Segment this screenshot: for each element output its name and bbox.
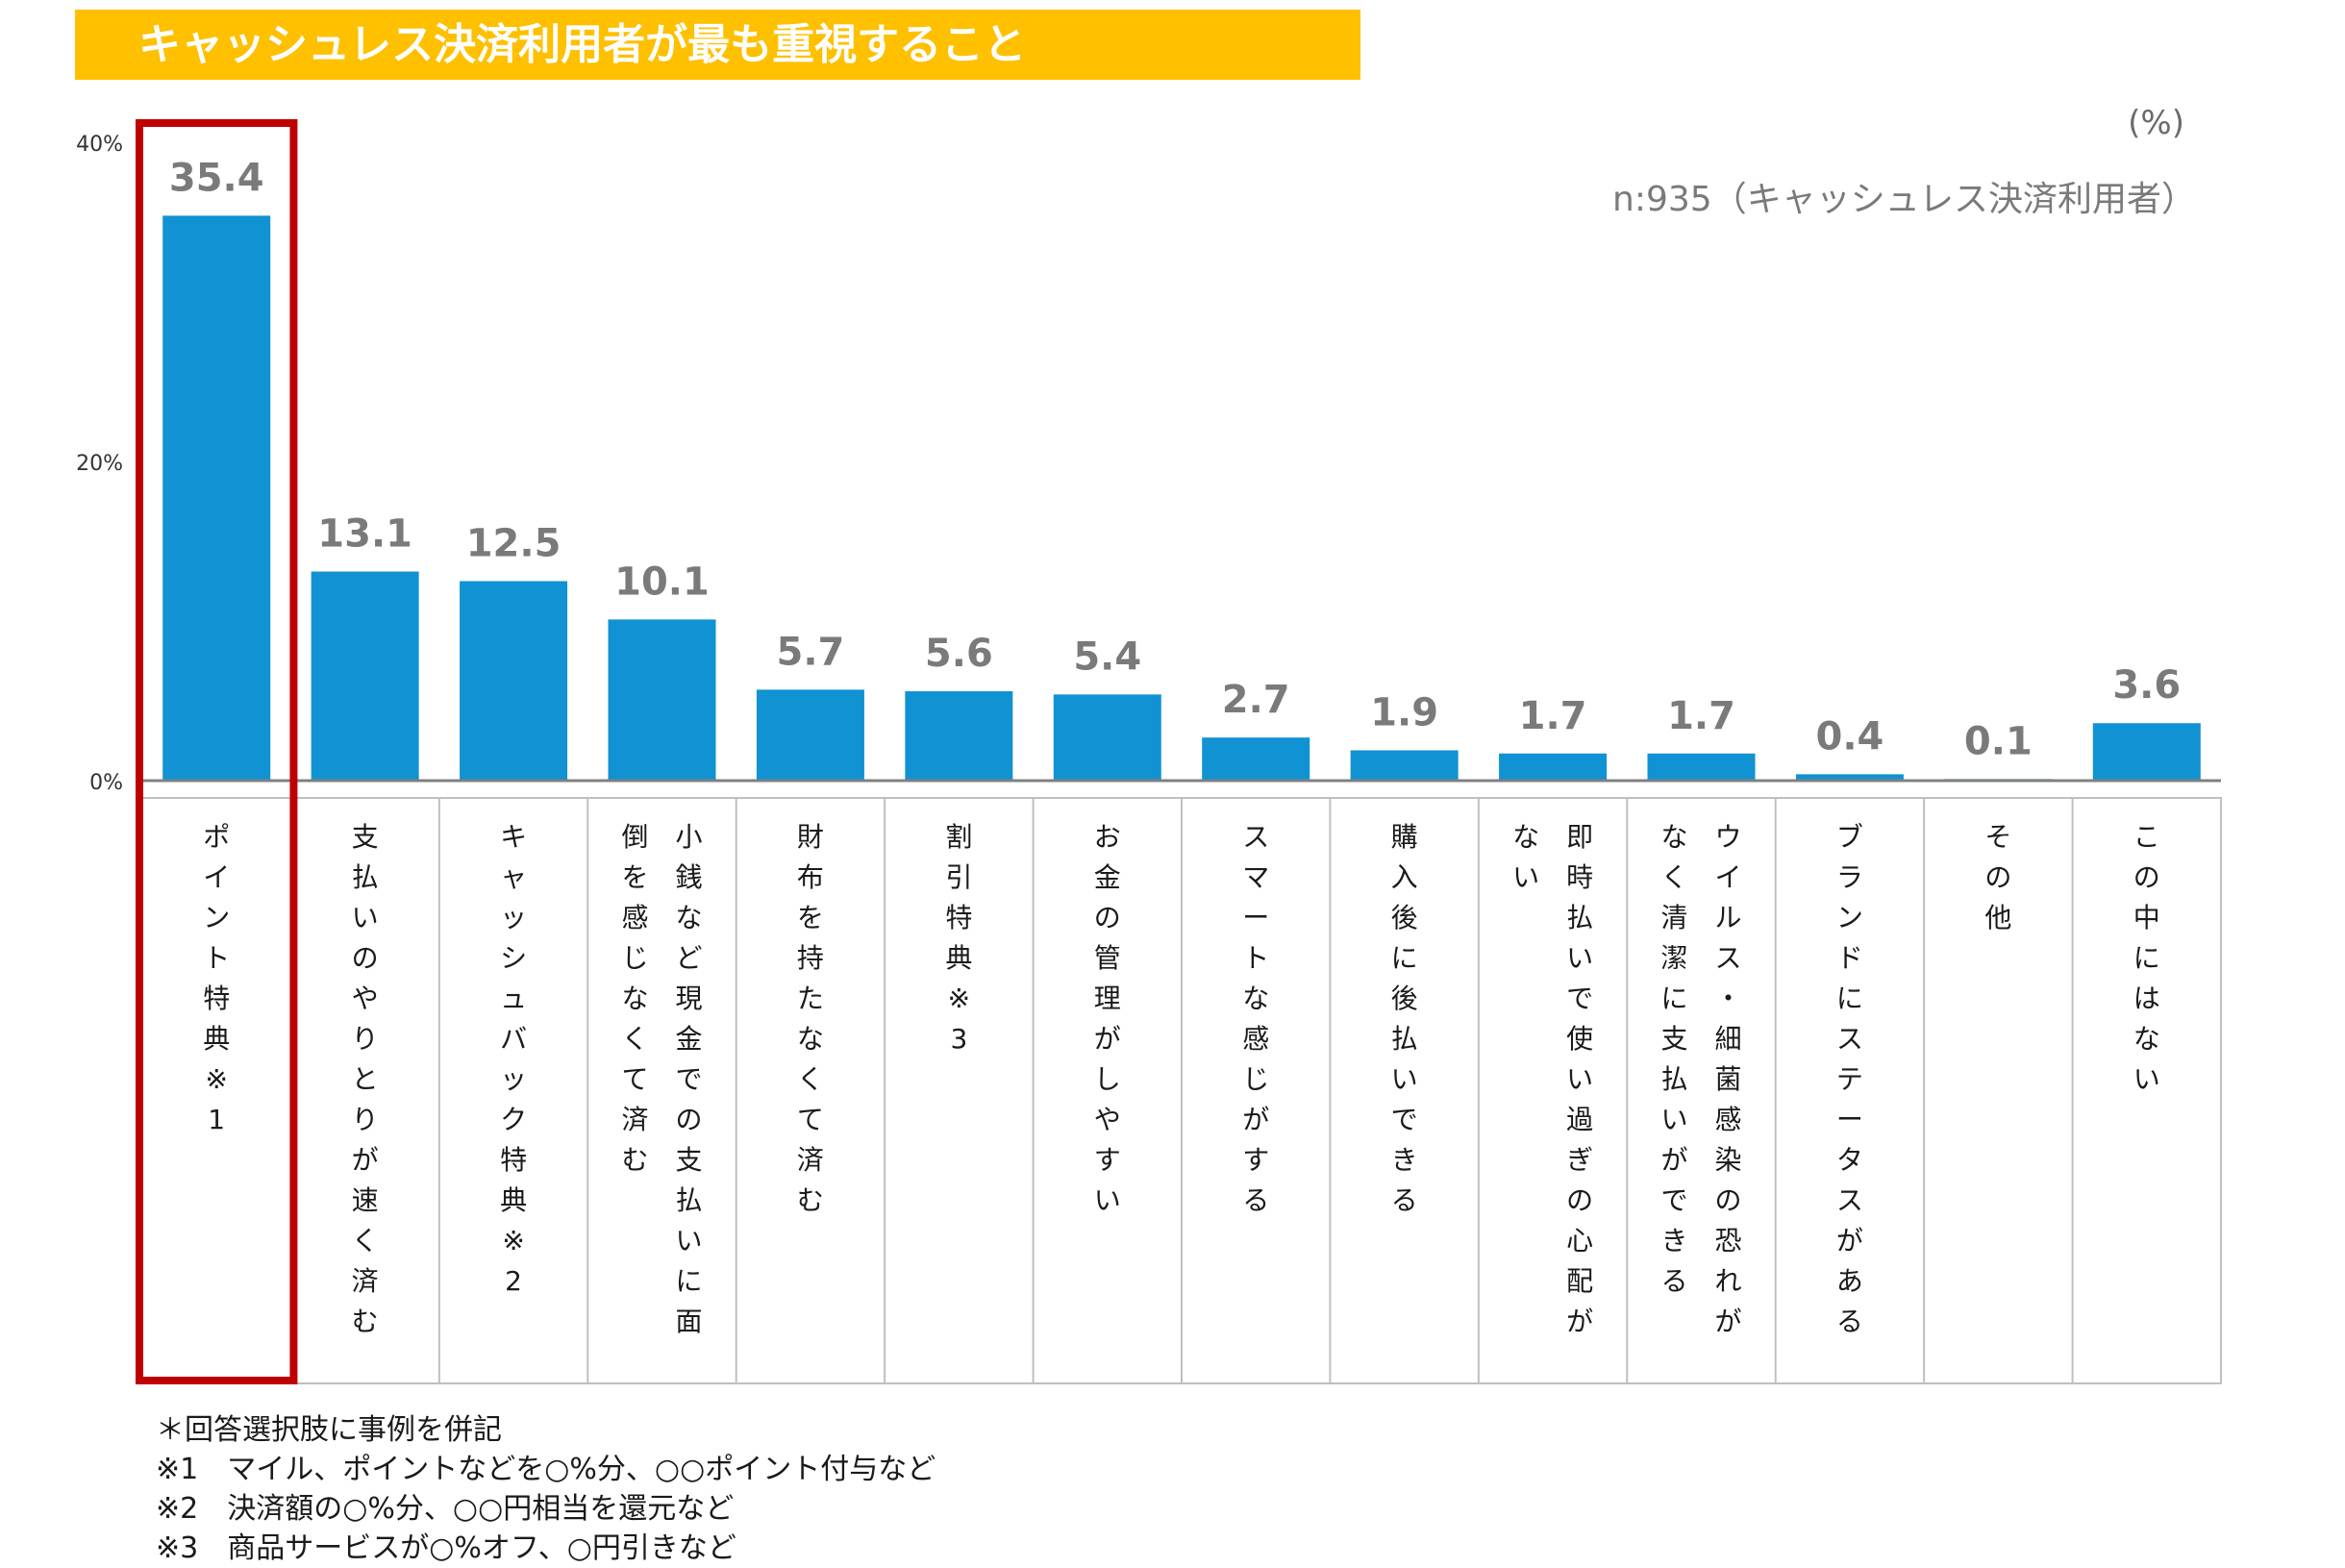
bar-value-label: 10.1 bbox=[614, 560, 710, 604]
bar bbox=[1499, 753, 1608, 781]
category-label: 購入後に後払いできる bbox=[1391, 821, 1418, 1216]
bar-value-label: 12.5 bbox=[466, 522, 561, 566]
category-label: キャッシュバック特典※ 2 bbox=[500, 821, 527, 1297]
unit-label: (%) bbox=[2128, 104, 2184, 142]
category-label: 支払いのやりとりが速く済む bbox=[352, 821, 379, 1337]
bar bbox=[1350, 750, 1459, 781]
category-label: なく清潔に支払いができる bbox=[1660, 821, 1687, 1297]
bar-value-label: 5.7 bbox=[776, 630, 844, 674]
bar-value-label: 0.1 bbox=[1964, 719, 2033, 763]
bar-value-label: 5.6 bbox=[925, 632, 993, 676]
y-tick-label: 40% bbox=[76, 133, 123, 157]
category-label: ない bbox=[1512, 821, 1539, 893]
bar bbox=[756, 689, 864, 781]
category-label: 倒を感じなくて済む bbox=[621, 821, 648, 1176]
title-banner: キャッシュレス決済利用者が最も重視すること bbox=[75, 10, 1360, 80]
category-label: お金の管理がしやすい bbox=[1094, 821, 1121, 1216]
category-label: スマートな感じがする bbox=[1242, 821, 1269, 1216]
bar bbox=[311, 571, 419, 781]
highlight-box bbox=[136, 119, 298, 1384]
bar-value-label: 0.4 bbox=[1815, 714, 1883, 759]
category-label: ブランドにステータスがある bbox=[1836, 821, 1863, 1337]
bar-value-label: 1.7 bbox=[1667, 694, 1735, 738]
category-label: ポイント特典※ 1 bbox=[203, 821, 230, 1135]
bar bbox=[905, 691, 1013, 781]
category-label: この中にはない bbox=[2133, 821, 2160, 1095]
bar bbox=[460, 581, 568, 781]
y-tick-label: 20% bbox=[76, 452, 123, 476]
bar bbox=[1647, 753, 1756, 781]
y-tick-label: 0% bbox=[89, 771, 123, 795]
bar bbox=[1795, 774, 1904, 781]
bar-value-label: 13.1 bbox=[317, 512, 412, 557]
bar-value-label: 5.4 bbox=[1073, 635, 1141, 679]
bar-value-label: 35.4 bbox=[169, 156, 264, 200]
bar bbox=[608, 619, 716, 781]
bar-value-label: 2.7 bbox=[1222, 678, 1290, 722]
category-label: ウイルス・細菌感染の恐れが bbox=[1714, 821, 1741, 1337]
category-label: その他 bbox=[1984, 821, 2011, 933]
bar-value-label: 3.6 bbox=[2112, 663, 2181, 708]
bar-value-label: 1.7 bbox=[1519, 694, 1587, 738]
bar bbox=[162, 215, 271, 782]
bar bbox=[2092, 723, 2201, 781]
footnote-0: ＊回答選択肢に事例を併記 bbox=[156, 1413, 502, 1447]
category-label: 割引特典※ 3 bbox=[945, 821, 972, 1055]
category-label: 小銭など現金での支払いに面 bbox=[675, 821, 702, 1337]
footnote-1: ※1 マイル、ポイントなどを○%分、○○ポイント付与など bbox=[156, 1453, 936, 1486]
category-label: 財布を持たなくて済む bbox=[797, 821, 824, 1216]
footnote-3: ※3 商品サービスが○%オフ、○円引きなど bbox=[156, 1531, 736, 1565]
bar bbox=[1202, 737, 1310, 781]
category-label: 即時払いで使い過ぎの心配が bbox=[1566, 821, 1593, 1337]
bar-value-label: 1.9 bbox=[1370, 690, 1438, 734]
bar bbox=[1053, 694, 1161, 781]
chart-title: キャッシュレス決済利用者が最も重視すること bbox=[138, 20, 1027, 69]
sample-size-label: n:935（キャッシュレス決済利用者） bbox=[1612, 180, 2196, 219]
footnote-2: ※2 決済額の○%分、○○円相当を還元など bbox=[156, 1492, 735, 1526]
